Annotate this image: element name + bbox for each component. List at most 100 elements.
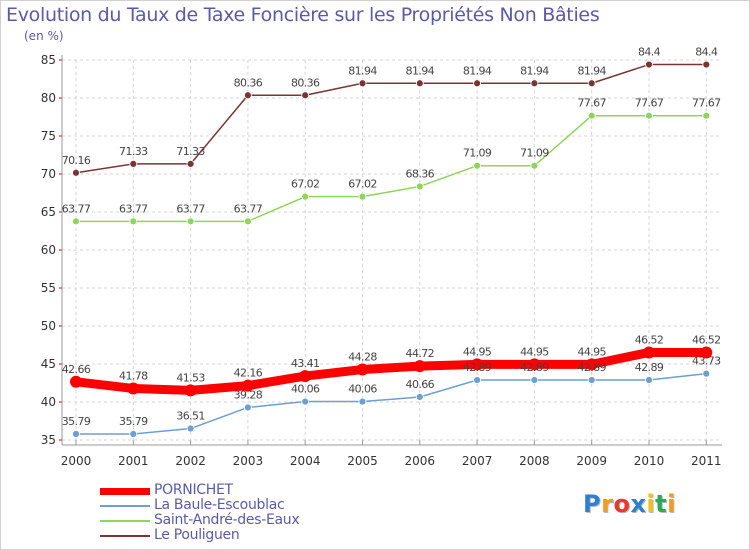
data-label: 46.52 <box>635 333 664 346</box>
data-label: 77.67 <box>692 97 721 110</box>
data-point <box>702 60 711 69</box>
x-tick-label: 2006 <box>405 454 436 468</box>
data-point <box>129 159 138 168</box>
proxiti-logo: Proxiti <box>583 490 676 518</box>
data-label: 42.89 <box>635 361 664 374</box>
data-point <box>530 376 539 384</box>
x-tick-label: 2003 <box>233 454 264 468</box>
data-label: 81.94 <box>577 64 606 77</box>
x-tick-label: 2002 <box>175 454 206 468</box>
data-label: 77.67 <box>635 97 664 110</box>
data-label: 44.72 <box>406 347 435 360</box>
x-tick-label: 2008 <box>519 454 550 468</box>
data-label: 81.94 <box>520 64 549 77</box>
data-label: 44.95 <box>577 345 606 358</box>
x-tick-label: 2010 <box>634 454 665 468</box>
data-point <box>129 430 138 438</box>
data-point <box>415 393 424 401</box>
data-point <box>645 60 653 69</box>
logo-letter: t <box>655 490 668 518</box>
legend-label-pornichet: PORNICHET <box>154 482 233 498</box>
data-point <box>301 192 310 201</box>
legend-swatch-pornichet <box>100 488 150 495</box>
data-label: 44.95 <box>463 345 492 358</box>
y-axis-unit: (en %) <box>24 29 64 43</box>
data-point <box>243 91 252 100</box>
data-point <box>645 111 653 120</box>
logo-letter: r <box>601 490 614 518</box>
data-label: 67.02 <box>291 178 320 191</box>
data-label: 40.06 <box>291 383 320 396</box>
data-point <box>702 111 711 120</box>
data-label: 63.77 <box>176 202 205 215</box>
data-point <box>645 376 653 384</box>
data-label: 42.16 <box>234 367 263 380</box>
data-point <box>473 161 482 170</box>
data-point <box>186 159 195 168</box>
data-point <box>530 79 539 88</box>
data-point <box>413 360 426 373</box>
data-label: 43.41 <box>291 357 320 370</box>
logo-letter: P <box>583 490 602 518</box>
data-label: 84.4 <box>638 46 661 59</box>
data-point <box>72 168 80 177</box>
data-label: 80.36 <box>291 76 320 89</box>
data-point <box>186 424 195 433</box>
data-label: 63.77 <box>234 202 263 215</box>
data-label: 40.06 <box>348 383 377 396</box>
data-point <box>186 217 195 226</box>
data-point <box>299 370 312 383</box>
logo-letter: i <box>667 490 676 518</box>
logo-letter: i <box>646 490 656 518</box>
y-tick-label: 45 <box>41 357 56 371</box>
data-point <box>358 397 367 406</box>
x-tick-label: 2001 <box>118 454 149 468</box>
data-labels: 70.16 71.33 71.33 80.36 80.36 81.94 81.94 81.94… <box>62 46 722 428</box>
legend-label-saint-andre: Saint-André-des-Eaux <box>154 512 300 528</box>
data-point <box>301 91 310 100</box>
data-point <box>528 358 541 371</box>
legend-swatch-saint-andre <box>100 520 150 522</box>
data-point <box>702 369 711 378</box>
data-label: 35.79 <box>62 415 91 428</box>
x-tick-label: 2004 <box>290 454 321 468</box>
data-label: 81.94 <box>348 64 377 77</box>
data-label: 42.89 <box>520 361 549 374</box>
data-label: 63.77 <box>62 202 91 215</box>
series-line <box>75 63 708 174</box>
data-label: 41.78 <box>119 369 148 382</box>
data-label: 80.36 <box>234 76 263 89</box>
data-point <box>700 346 713 359</box>
y-tick-label: 75 <box>41 129 56 143</box>
data-label: 35.79 <box>119 415 148 428</box>
data-point <box>72 430 80 438</box>
y-tick-label: 50 <box>41 319 56 333</box>
data-point <box>530 161 539 170</box>
data-point <box>471 358 484 371</box>
y-tick-label: 60 <box>41 243 56 257</box>
data-point <box>70 375 82 388</box>
series-line <box>75 372 708 435</box>
x-tick-label: 2007 <box>462 454 493 468</box>
legend-swatch-le-pouliguen <box>100 535 150 537</box>
chart-title: Evolution du Taux de Taxe Foncière sur l… <box>6 4 600 26</box>
data-point <box>243 217 252 226</box>
series-line <box>71 347 711 395</box>
data-point <box>587 79 596 88</box>
y-tick-label: 80 <box>41 91 56 105</box>
data-label: 42.89 <box>577 361 606 374</box>
x-tick-label: 2000 <box>61 454 92 468</box>
data-point <box>587 376 596 384</box>
data-point <box>241 379 254 392</box>
y-tick-label: 40 <box>41 395 56 409</box>
data-point <box>243 403 252 412</box>
data-label: 44.95 <box>520 345 549 358</box>
data-label: 39.28 <box>234 388 263 401</box>
data-label: 42.66 <box>62 363 91 376</box>
grid-lines <box>62 59 722 441</box>
data-label: 41.53 <box>176 371 205 384</box>
data-label: 63.77 <box>119 202 148 215</box>
legend-label-la-baule: La Baule-Escoublac <box>154 497 285 513</box>
data-label: 71.33 <box>119 145 148 158</box>
